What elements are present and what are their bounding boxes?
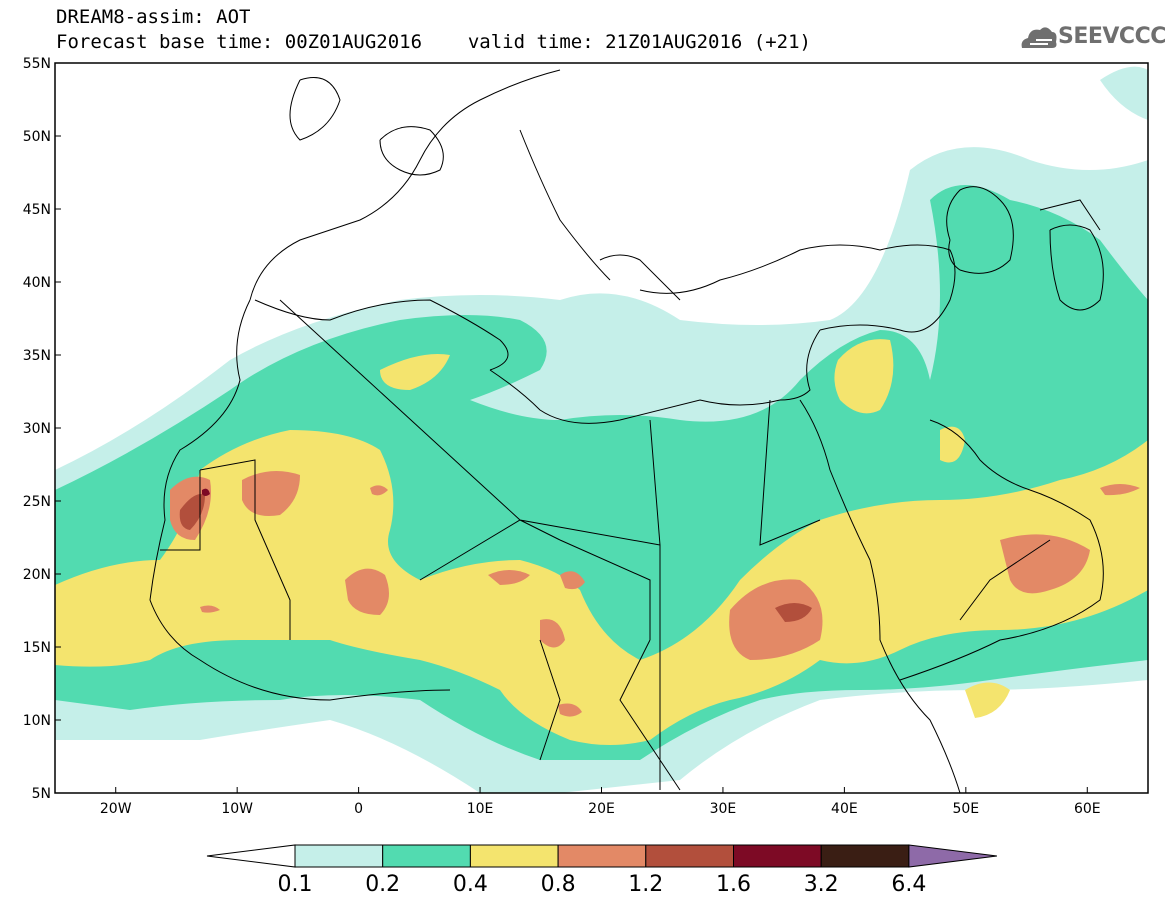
valid-time-label: valid time: 21Z01AUG2016 (+21) <box>467 31 811 53</box>
lat-tick-label: 25N <box>23 494 51 510</box>
lon-tick-label: 50E <box>952 801 979 817</box>
map-title: DREAM8-assim: AOT <box>56 6 251 28</box>
lat-tick-label: 10N <box>23 713 51 729</box>
aot-band-1.2 <box>179 494 205 530</box>
lon-tick-label: 10W <box>221 801 253 817</box>
lon-tick-label: 40E <box>831 801 858 817</box>
colorbar-segment <box>294 844 384 868</box>
aot-shading <box>55 63 1148 793</box>
lon-tick-label: 0 <box>354 801 363 817</box>
colorbar-segment <box>382 844 471 868</box>
lon-tick-label: 30E <box>710 801 737 817</box>
lat-tick-label: 20N <box>23 567 51 583</box>
colorbar-level-label: 0.8 <box>540 872 576 897</box>
colorbar-level-label: 1.2 <box>628 872 664 897</box>
base-time-label: Forecast base time: 00Z01AUG2016 <box>56 31 423 53</box>
latitude-ticks: 55N 50N 45N 40N 35N 30N 25N 20N 15N 10N 5N <box>23 56 61 802</box>
lon-tick-label: 10E <box>467 801 494 817</box>
lon-tick-label: 20E <box>588 801 615 817</box>
colorbar-level-label: 0.2 <box>365 872 401 897</box>
colorbar <box>206 844 997 868</box>
lon-tick-label: 60E <box>1074 801 1101 817</box>
colorbar-segment <box>820 844 910 868</box>
colorbar-segment <box>645 844 734 868</box>
cloud-logo-icon <box>1021 27 1057 48</box>
lat-tick-label: 40N <box>23 275 51 291</box>
colorbar-segment <box>469 844 559 868</box>
colorbar-level-label: 0.4 <box>452 872 488 897</box>
aot-band-0.4 <box>55 430 1148 745</box>
forecast-time-line: Forecast base time: 00Z01AUG2016 valid t… <box>56 31 811 53</box>
lat-tick-label: 5N <box>32 786 51 802</box>
coastlines <box>149 69 1104 793</box>
longitude-ticks: 20W 10W 0 10E 20E 30E 40E 50E 60E <box>100 787 1101 817</box>
colorbar-level-label: 6.4 <box>891 872 927 897</box>
logo-text: SEEVCCC <box>1058 24 1165 49</box>
aot-band-1.6 <box>202 488 210 496</box>
colorbar-high-arrow <box>908 844 997 868</box>
lat-tick-label: 35N <box>23 348 51 364</box>
colorbar-segment <box>557 844 647 868</box>
lat-tick-label: 45N <box>23 202 51 218</box>
lat-tick-label: 55N <box>23 56 51 72</box>
lat-tick-label: 30N <box>23 421 51 437</box>
colorbar-level-label: 1.6 <box>716 872 751 897</box>
colorbar-level-label: 0.1 <box>277 872 313 897</box>
lat-tick-label: 50N <box>23 129 51 145</box>
lat-tick-label: 15N <box>23 640 51 656</box>
colorbar-segment <box>733 844 822 868</box>
colorbar-level-label: 3.2 <box>803 872 839 897</box>
lon-tick-label: 20W <box>100 801 132 817</box>
colorbar-low-arrow <box>206 844 296 868</box>
